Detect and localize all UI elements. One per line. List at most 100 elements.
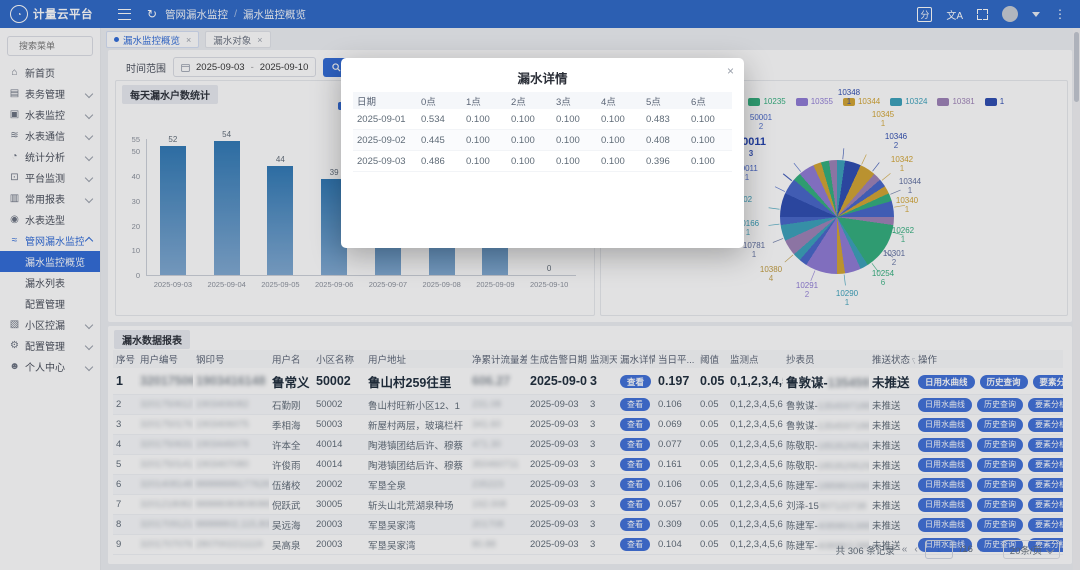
page-scrollbar[interactable]: [1073, 28, 1080, 570]
sidebar-item[interactable]: ⚙ 配置管理: [0, 335, 100, 356]
leak-report-table: 序号用户编号钢印号用户名小区名称用户地址净累计流量差生成告警日期监测天数漏水详情…: [113, 350, 1063, 555]
sidebar-item[interactable]: ▥ 常用报表: [0, 188, 100, 209]
chevron-down-icon[interactable]: [1032, 11, 1040, 17]
history-query-button[interactable]: 历史查询: [977, 517, 1023, 532]
pipeline-icon: ≈: [11, 235, 18, 246]
daily-curve-button[interactable]: 日用水曲线: [918, 457, 972, 472]
masked-value: 1903406075: [196, 419, 249, 430]
sidebar-item[interactable]: ◔ 统计分析: [0, 146, 100, 167]
fullscreen-icon[interactable]: [977, 8, 988, 20]
view-button[interactable]: 查看: [620, 458, 650, 471]
legend-item[interactable]: 10355: [795, 97, 833, 106]
factor-analysis-button[interactable]: 要素分析: [1032, 374, 1063, 389]
daily-curve-button[interactable]: 日用水曲线: [918, 517, 972, 532]
bar[interactable]: [267, 166, 294, 275]
history-query-button[interactable]: 历史查询: [977, 497, 1023, 512]
history-query-button[interactable]: 历史查询: [977, 537, 1023, 552]
last-page-icon[interactable]: »: [990, 544, 996, 555]
sidebar-search[interactable]: [7, 36, 93, 56]
next-page-icon[interactable]: ›: [979, 544, 984, 555]
daily-curve-button[interactable]: 日用水曲线: [918, 497, 972, 512]
legend-item[interactable]: 1: [984, 97, 1004, 106]
daily-curve-button[interactable]: 日用水曲线: [918, 477, 972, 492]
view-button[interactable]: 查看: [620, 478, 650, 491]
bar[interactable]: [159, 146, 186, 275]
hamburger-icon[interactable]: [118, 8, 131, 20]
view-button[interactable]: 查看: [620, 518, 650, 531]
pie-chart[interactable]: [780, 160, 894, 274]
view-button[interactable]: 查看: [620, 418, 650, 431]
kebab-menu-icon[interactable]: ⋮: [1054, 7, 1066, 21]
daily-curve-button[interactable]: 日用水曲线: [918, 397, 972, 412]
view-button[interactable]: 查看: [620, 375, 652, 389]
refresh-icon[interactable]: ↻: [147, 7, 158, 21]
date-range-input[interactable]: 2025-09-03 - 2025-09-10: [173, 57, 317, 77]
factor-analysis-button[interactable]: 要素分析: [1028, 477, 1063, 492]
bar[interactable]: [213, 141, 240, 275]
tab-inactive[interactable]: 漏水对象 ×: [205, 31, 271, 48]
sidebar: ⌂ 新首页 ▤ 表务管理 ▣ 水表监控 ≋ 水表通信 ◔ 统计分析 ⊡ 平台监测 ▥ 常用报表 ◉ 水表选型 ≈…: [0, 28, 101, 570]
sidebar-subitem[interactable]: 漏水监控概览: [0, 251, 100, 272]
factor-analysis-button[interactable]: 要素分析: [1028, 517, 1063, 532]
factor-analysis-button[interactable]: 要素分析: [1028, 417, 1063, 432]
sidebar-item[interactable]: ☻ 个人中心: [0, 356, 100, 377]
sidebar-item[interactable]: ▣ 水表监控: [0, 104, 100, 125]
legend-item[interactable]: 10235: [748, 97, 786, 106]
cell-community: 30005: [313, 494, 365, 515]
view-button[interactable]: 查看: [620, 498, 650, 511]
daily-curve-button[interactable]: 日用水曲线: [918, 374, 975, 389]
cell-no: 7: [113, 494, 137, 515]
view-button[interactable]: 查看: [620, 398, 650, 411]
masked-phone: 18898015901: [817, 480, 869, 492]
prev-page-icon[interactable]: ‹: [914, 544, 918, 555]
sidebar-item[interactable]: ≈ 管网漏水监控: [0, 230, 100, 251]
language-icon[interactable]: 文A: [946, 10, 963, 22]
daily-curve-button[interactable]: 日用水曲线: [918, 537, 972, 552]
sidebar-subitem[interactable]: 漏水列表: [0, 272, 100, 293]
sidebar-subitem-label: 配置管理: [25, 300, 65, 311]
notification-icon[interactable]: 分: [917, 6, 933, 22]
sidebar-subitem[interactable]: 配置管理: [0, 293, 100, 314]
avatar[interactable]: [1002, 6, 1018, 22]
y-tick-label: 30: [131, 196, 140, 206]
sidebar-item[interactable]: ⌂ 新首页: [0, 62, 100, 83]
legend-item[interactable]: 10344: [842, 97, 880, 106]
legend-item[interactable]: 10381: [937, 97, 975, 106]
close-tab-icon[interactable]: ×: [257, 34, 263, 45]
breadcrumb-parent[interactable]: 管网漏水监控: [165, 8, 229, 21]
first-page-icon[interactable]: «: [901, 544, 908, 555]
history-query-button[interactable]: 历史查询: [977, 417, 1023, 432]
view-button[interactable]: 查看: [620, 538, 650, 551]
factor-analysis-button[interactable]: 要素分析: [1028, 457, 1063, 472]
tab-active[interactable]: 漏水监控概览 ×: [106, 31, 200, 48]
view-button[interactable]: 查看: [620, 438, 650, 451]
sidebar-item[interactable]: ▧ 小区控漏: [0, 314, 100, 335]
history-query-button[interactable]: 历史查询: [977, 397, 1023, 412]
history-query-button[interactable]: 历史查询: [977, 477, 1023, 492]
masked-phone: 18535295292: [817, 440, 869, 452]
scrollbar-thumb[interactable]: [1074, 32, 1079, 102]
history-query-button[interactable]: 历史查询: [977, 437, 1023, 452]
page-size-select[interactable]: 20条/页: [1002, 540, 1060, 559]
daily-curve-button[interactable]: 日用水曲线: [918, 437, 972, 452]
history-query-button[interactable]: 历史查询: [977, 457, 1023, 472]
factor-analysis-button[interactable]: 要素分析: [1028, 537, 1063, 552]
sidebar-item[interactable]: ◉ 水表选型: [0, 209, 100, 230]
factor-analysis-button[interactable]: 要素分析: [1028, 397, 1063, 412]
filter-funnel-icon[interactable]: ▽: [912, 358, 915, 365]
sidebar-search-input[interactable]: [17, 40, 91, 52]
daily-curve-button[interactable]: 日用水曲线: [918, 417, 972, 432]
sidebar-item[interactable]: ⊡ 平台监测: [0, 167, 100, 188]
history-query-button[interactable]: 历史查询: [979, 374, 1028, 389]
factor-analysis-button[interactable]: 要素分析: [1028, 497, 1063, 512]
current-page-input[interactable]: 1: [924, 540, 953, 559]
close-tab-icon[interactable]: ×: [186, 34, 192, 45]
cell-no: 3: [113, 414, 137, 435]
legend-item[interactable]: 10324: [890, 97, 927, 106]
factor-analysis-button[interactable]: 要素分析: [1028, 437, 1063, 452]
close-icon[interactable]: ×: [726, 64, 734, 78]
sidebar-item[interactable]: ▤ 表务管理: [0, 83, 100, 104]
date-start[interactable]: 2025-09-03: [196, 61, 245, 73]
sidebar-item[interactable]: ≋ 水表通信: [0, 125, 100, 146]
date-end[interactable]: 2025-09-10: [259, 61, 309, 73]
